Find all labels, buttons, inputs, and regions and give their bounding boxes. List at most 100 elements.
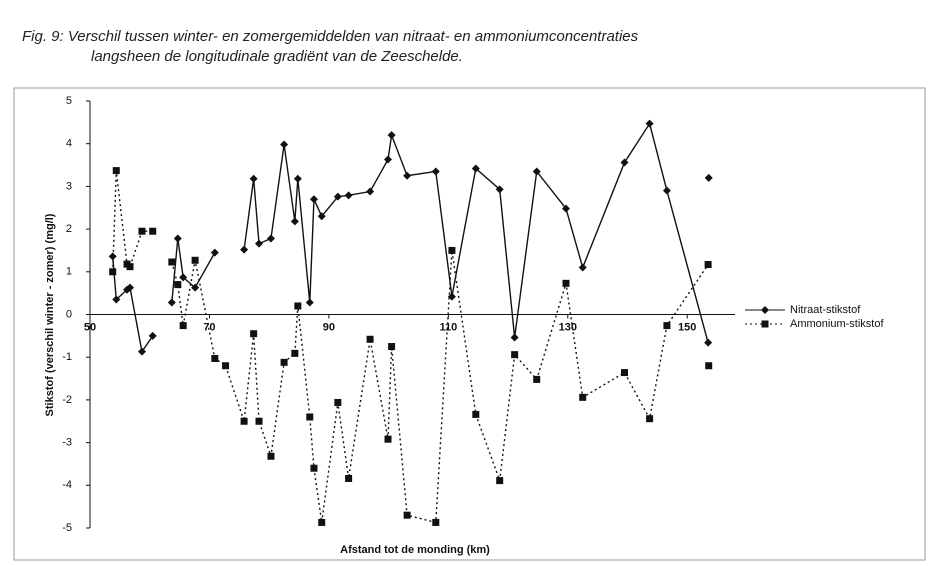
point — [333, 192, 342, 201]
y-tick-label: 3 — [66, 180, 72, 192]
point — [403, 171, 412, 180]
x-tick-label: 50 — [84, 321, 96, 333]
point — [318, 518, 326, 526]
point — [306, 413, 314, 421]
point — [578, 263, 587, 272]
point — [126, 283, 135, 292]
point — [293, 174, 302, 183]
point — [472, 410, 480, 418]
point — [137, 347, 146, 356]
point — [310, 464, 318, 472]
point — [294, 302, 302, 310]
point — [704, 261, 712, 269]
point — [344, 191, 353, 200]
series-line — [111, 170, 709, 524]
point — [267, 452, 275, 460]
point — [334, 398, 342, 406]
point — [249, 174, 258, 183]
point — [210, 248, 219, 257]
point — [496, 477, 504, 485]
point — [255, 239, 264, 248]
point — [510, 333, 519, 342]
point — [561, 204, 570, 213]
legend-marker — [761, 320, 769, 328]
point — [112, 295, 121, 304]
x-tick-label: 150 — [678, 321, 696, 333]
point — [621, 369, 629, 377]
point — [432, 518, 440, 526]
point — [345, 474, 353, 482]
y-tick-label: -4 — [62, 479, 72, 491]
point — [280, 358, 288, 366]
point — [280, 140, 289, 149]
x-tick-label: 110 — [439, 321, 457, 333]
y-tick-label: -5 — [62, 522, 72, 534]
point — [663, 322, 671, 330]
point — [179, 273, 188, 282]
point — [704, 173, 713, 182]
point — [309, 195, 318, 204]
point — [250, 330, 258, 338]
point — [705, 362, 713, 370]
point — [168, 258, 176, 266]
point — [211, 354, 219, 362]
y-tick-label: 5 — [66, 95, 72, 107]
point — [495, 185, 504, 194]
point — [447, 292, 456, 301]
y-tick-label: -3 — [62, 437, 72, 449]
point — [148, 331, 157, 340]
point — [240, 245, 249, 254]
point — [366, 187, 375, 196]
point — [317, 212, 326, 221]
point — [240, 417, 248, 425]
point — [138, 227, 146, 235]
legend-label: Nitraat-stikstof — [790, 304, 861, 316]
x-tick-label: 130 — [559, 321, 577, 333]
point — [366, 335, 374, 343]
point — [646, 415, 654, 423]
y-tick-label: -1 — [62, 351, 72, 363]
point — [431, 167, 440, 176]
point — [448, 246, 456, 254]
y-tick-label: 0 — [66, 308, 72, 320]
point — [579, 393, 587, 401]
y-tick-label: -2 — [62, 394, 72, 406]
point — [511, 351, 519, 359]
point — [403, 511, 411, 519]
point — [562, 279, 570, 287]
point — [109, 268, 117, 276]
y-axis-label: Stikstof (verschil winter - zomer) (mg/l… — [44, 213, 56, 416]
point — [384, 435, 392, 443]
legend-label: Ammonium-stikstof — [790, 318, 884, 330]
point — [620, 158, 629, 167]
frame — [13, 87, 926, 561]
caption-line: langsheen de longitudinale gradiënt van … — [91, 48, 463, 65]
point — [290, 217, 299, 226]
y-tick-label: 4 — [66, 138, 72, 150]
point — [384, 155, 393, 164]
point — [255, 417, 263, 425]
point — [533, 375, 541, 383]
point — [387, 131, 396, 140]
point — [126, 263, 134, 271]
point — [305, 298, 314, 307]
x-axis-label: Afstand tot de monding (km) — [340, 544, 490, 556]
point — [704, 338, 713, 347]
point — [112, 167, 120, 175]
series-line — [111, 121, 709, 354]
point — [645, 119, 654, 128]
y-tick-label: 2 — [66, 223, 72, 235]
point — [174, 281, 182, 289]
point — [191, 283, 200, 292]
point — [173, 234, 182, 243]
point — [471, 164, 480, 173]
x-tick-label: 70 — [203, 321, 215, 333]
point — [291, 349, 299, 357]
point — [149, 227, 157, 235]
point — [266, 234, 275, 243]
point — [167, 298, 176, 307]
point — [191, 256, 199, 264]
point — [388, 343, 396, 351]
x-tick-label: 90 — [323, 321, 335, 333]
